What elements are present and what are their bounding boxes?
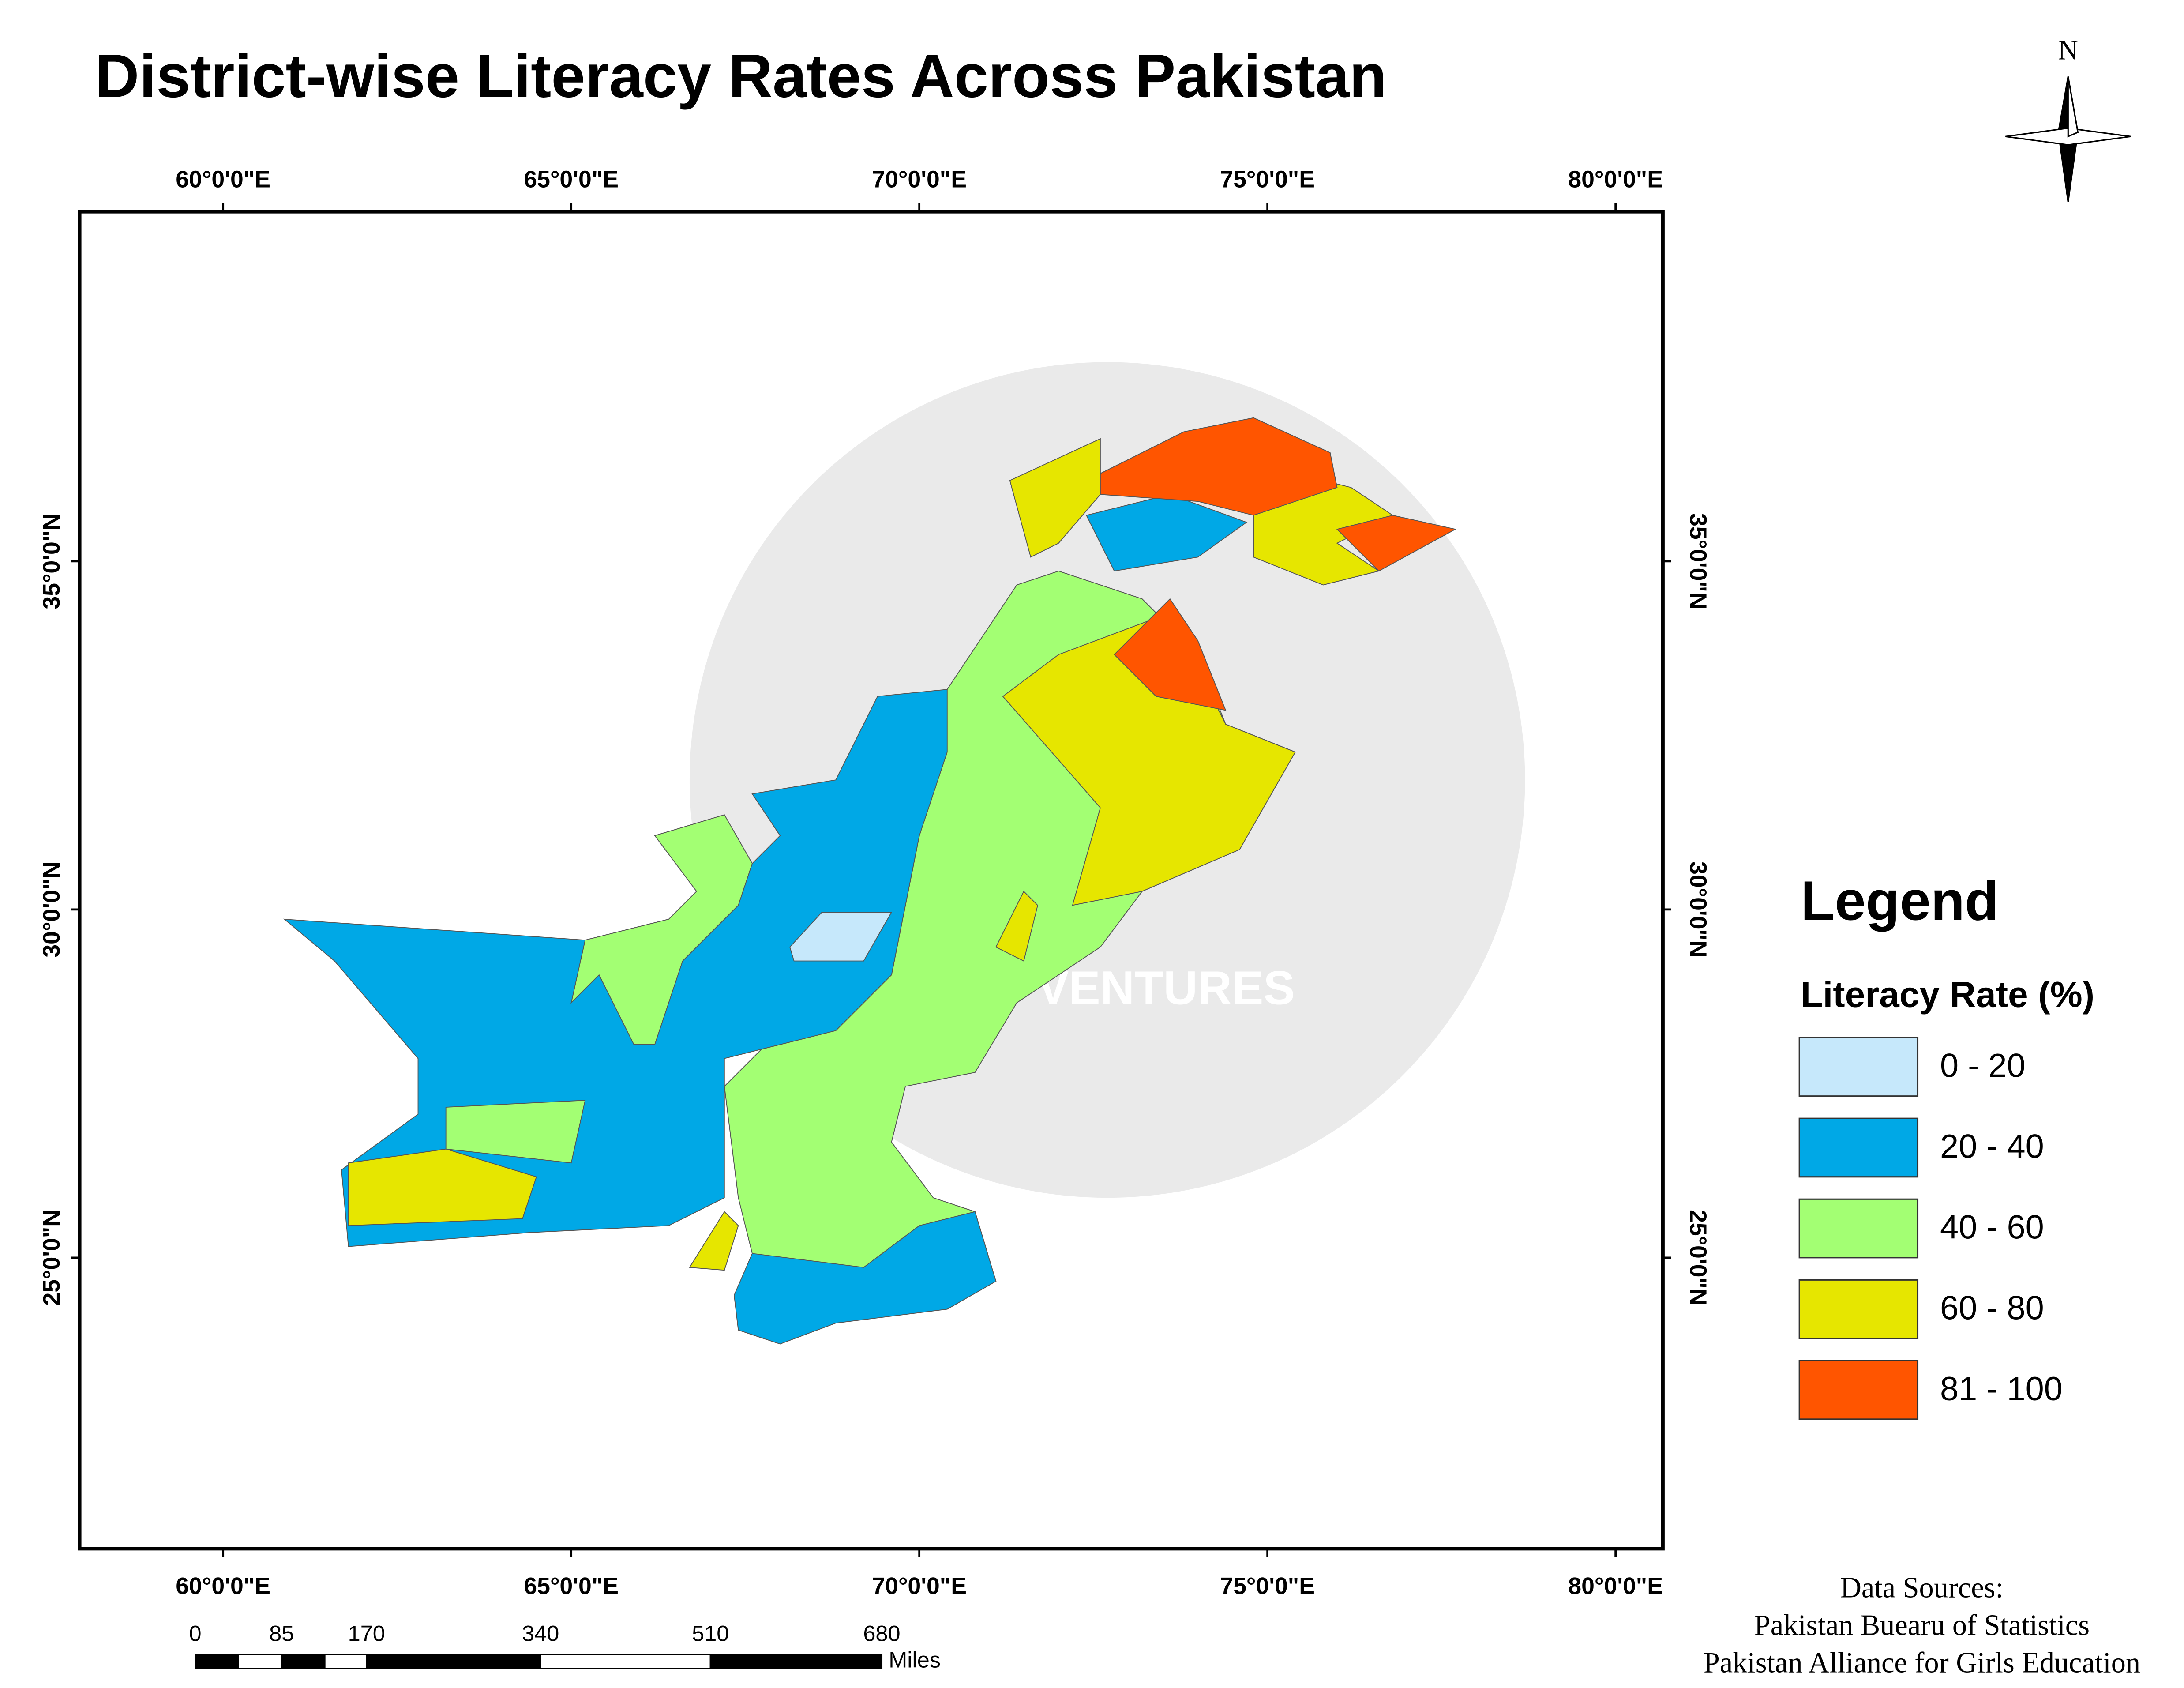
region bbox=[1002, 612, 1296, 906]
longitude-label-top: 65°0'0"E bbox=[524, 166, 619, 192]
region bbox=[789, 912, 893, 962]
latitude-label-left: 35°0'0"N bbox=[38, 513, 65, 609]
longitude-label-top: 70°0'0"E bbox=[872, 166, 967, 192]
legend-swatch bbox=[1798, 1198, 1919, 1259]
latitude-label-right: 35°0'0"N bbox=[1685, 513, 1711, 609]
coordinate-labels: 60°0'0"E 60°0'0"E 65°0'0"E 65°0'0"E 70°0'0"E… bbox=[38, 166, 1711, 1599]
legend-label: 20 - 40 bbox=[1940, 1128, 2044, 1165]
regions bbox=[283, 417, 1457, 1345]
scale-segment bbox=[281, 1654, 326, 1669]
longitude-label-bottom: 65°0'0"E bbox=[524, 1573, 619, 1599]
region bbox=[1336, 515, 1457, 572]
longitude-label-top: 75°0'0"E bbox=[1220, 166, 1315, 192]
scale-tick-label: 85 bbox=[269, 1620, 294, 1646]
region bbox=[689, 1211, 739, 1271]
data-source-line: Pakistan Buearu of Statistics bbox=[1754, 1609, 2090, 1641]
latitude-label-left: 25°0'0"N bbox=[38, 1210, 65, 1306]
north-label: N bbox=[2058, 34, 2079, 65]
legend-swatch bbox=[1798, 1117, 1919, 1178]
legend: 0 - 20 20 - 40 40 - 60 60 - 80 81 - 100 bbox=[1798, 1037, 2063, 1420]
scale-unit: Miles bbox=[889, 1647, 941, 1672]
legend-swatch bbox=[1798, 1279, 1919, 1339]
scale-segment bbox=[194, 1654, 239, 1669]
legend-label: 0 - 20 bbox=[1940, 1047, 2026, 1085]
region bbox=[348, 1148, 537, 1226]
legend-label: 81 - 100 bbox=[1940, 1370, 2063, 1408]
scale-tick-label: 170 bbox=[348, 1620, 385, 1646]
longitude-label-top: 80°0'0"E bbox=[1568, 166, 1663, 192]
scale-tick-label: 0 bbox=[189, 1620, 202, 1646]
map-frame bbox=[78, 210, 1665, 1551]
region bbox=[1100, 417, 1338, 516]
longitude-label-top: 60°0'0"E bbox=[176, 166, 270, 192]
region bbox=[445, 1100, 586, 1164]
longitude-label-bottom: 80°0'0"E bbox=[1568, 1573, 1663, 1599]
scale-segment bbox=[237, 1654, 282, 1669]
scale-tick-label: 680 bbox=[863, 1620, 900, 1646]
title: District-wise Literacy Rates Across Paki… bbox=[95, 42, 1387, 110]
scale-segment bbox=[324, 1654, 368, 1669]
legend-swatch bbox=[1798, 1360, 1919, 1420]
data-source-line: Pakistan Alliance for Girls Education bbox=[1704, 1647, 2140, 1679]
scale-tick-label: 510 bbox=[692, 1620, 729, 1646]
north-arrow-highlight bbox=[2067, 76, 2079, 138]
legend-subtitle: Literacy Rate (%) bbox=[1801, 974, 2094, 1015]
legend-label: 60 - 80 bbox=[1940, 1289, 2044, 1327]
region bbox=[995, 891, 1038, 962]
north-arrow: N bbox=[2005, 34, 2131, 202]
scale-segment bbox=[540, 1654, 711, 1669]
legend-label: 40 - 60 bbox=[1940, 1209, 2044, 1246]
data-sources: Data Sources: Pakistan Buearu of Statisti… bbox=[1704, 1571, 2140, 1679]
region bbox=[570, 814, 753, 1045]
region bbox=[733, 1211, 997, 1345]
latitude-label-right: 25°0'0"N bbox=[1685, 1210, 1711, 1306]
scale-segment bbox=[709, 1654, 883, 1669]
region bbox=[1114, 598, 1227, 711]
legend-swatch bbox=[1798, 1037, 1919, 1097]
longitude-label-bottom: 60°0'0"E bbox=[176, 1573, 270, 1599]
latitude-label-right: 30°0'0"N bbox=[1685, 861, 1711, 958]
region bbox=[1009, 438, 1101, 558]
longitude-label-bottom: 70°0'0"E bbox=[872, 1573, 967, 1599]
scale-segment bbox=[366, 1654, 541, 1669]
data-source-line: Data Sources: bbox=[1840, 1571, 2004, 1604]
latitude-label-left: 30°0'0"N bbox=[38, 861, 65, 958]
legend-title: Legend bbox=[1801, 870, 1999, 932]
longitude-label-bottom: 75°0'0"E bbox=[1220, 1573, 1315, 1599]
scale-tick-label: 340 bbox=[522, 1620, 559, 1646]
